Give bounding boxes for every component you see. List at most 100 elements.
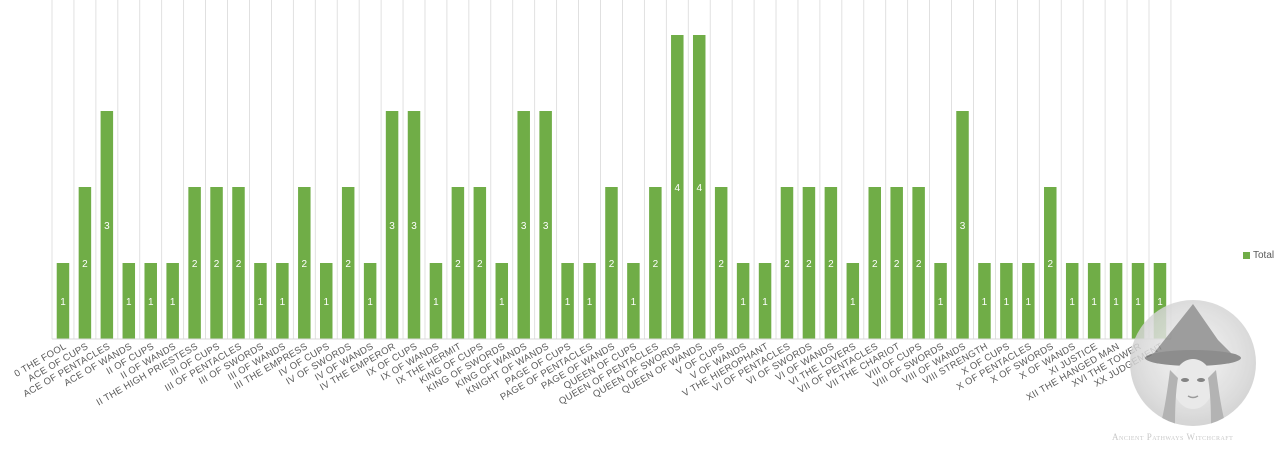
bar: [780, 187, 794, 339]
data-label: 1: [126, 297, 132, 308]
bar: [473, 187, 487, 339]
data-label: 1: [850, 297, 856, 308]
data-label: 1: [1135, 297, 1141, 308]
data-label: 3: [543, 221, 549, 232]
data-label: 2: [872, 259, 878, 270]
data-label: 3: [521, 221, 527, 232]
data-label: 2: [718, 259, 724, 270]
bar: [561, 263, 574, 339]
data-label: 4: [696, 183, 702, 194]
bar: [758, 263, 772, 339]
bar: [232, 187, 245, 339]
bar: [956, 111, 969, 339]
data-label: 1: [499, 297, 505, 308]
data-label: 2: [477, 259, 483, 270]
bar: [451, 187, 465, 339]
watermark-text: Ancient Pathways Witchcraft: [1112, 432, 1234, 442]
data-label: 3: [389, 221, 395, 232]
data-label: 1: [148, 297, 154, 308]
data-label: 2: [894, 259, 900, 270]
data-label: 3: [411, 221, 417, 232]
legend-label: Total: [1253, 250, 1275, 261]
bar: [978, 263, 991, 339]
data-label: 2: [784, 259, 790, 270]
bar: [671, 35, 684, 339]
data-label: 2: [916, 259, 922, 270]
bar: [692, 35, 706, 339]
bar: [1044, 187, 1057, 339]
bar: [912, 187, 925, 339]
data-label: 1: [740, 297, 746, 308]
bar: [1131, 263, 1145, 339]
bar: [122, 263, 136, 339]
data-label: 3: [104, 221, 110, 232]
data-label: 1: [367, 297, 373, 308]
bar: [363, 263, 377, 339]
data-label: 2: [806, 259, 812, 270]
bar: [824, 187, 838, 339]
bar: [1000, 263, 1013, 339]
bar: [341, 187, 355, 339]
data-labels: 1 2 3 1 1 1 2 2 2 1 1 2 1 2 1 3 3 1 2 2 1 3 3 1 1 2 1 2 4 4 2 1 1 2 2 2 1 2 2 2…: [60, 183, 1163, 308]
data-label: 1: [433, 297, 439, 308]
data-label: 2: [455, 259, 461, 270]
bar: [166, 263, 179, 339]
data-label: 1: [1004, 297, 1010, 308]
data-label: 2: [236, 259, 242, 270]
bar: [385, 111, 399, 339]
bar: [254, 263, 267, 339]
data-label: 4: [675, 183, 681, 194]
legend-swatch: [1243, 252, 1250, 259]
bar: [1065, 263, 1079, 339]
data-label: 1: [1069, 297, 1075, 308]
bar: [144, 263, 157, 339]
data-label: 1: [938, 297, 944, 308]
data-label: 1: [280, 297, 286, 308]
data-label: 1: [762, 297, 768, 308]
bar: [605, 187, 618, 339]
bar: [802, 187, 816, 339]
data-label: 2: [1047, 259, 1053, 270]
data-label: 1: [323, 297, 329, 308]
bar: [56, 263, 70, 339]
data-label: 2: [82, 259, 88, 270]
bar: [627, 263, 640, 339]
legend: Total: [1243, 250, 1274, 261]
bar: [1022, 263, 1035, 339]
data-label: 1: [1091, 297, 1097, 308]
data-label: 2: [828, 259, 834, 270]
gridlines: [51, 0, 1172, 339]
data-label: 1: [1157, 297, 1163, 308]
data-label: 1: [631, 297, 637, 308]
bar: [210, 187, 223, 339]
bar: [539, 111, 552, 339]
bar: [495, 263, 509, 339]
bar: [100, 111, 114, 339]
bar: [649, 187, 662, 339]
data-label: 2: [302, 259, 308, 270]
data-label: 2: [345, 259, 351, 270]
data-label: 1: [587, 297, 593, 308]
bar: [298, 187, 311, 339]
data-label: 1: [982, 297, 988, 308]
data-label: 2: [653, 259, 659, 270]
bar: [429, 263, 443, 339]
bar: [78, 187, 92, 339]
bar: [868, 187, 881, 339]
data-label: 2: [192, 259, 198, 270]
bar: [714, 187, 728, 339]
data-label: 3: [960, 221, 966, 232]
watermark-logo: [1130, 300, 1256, 426]
data-label: 1: [170, 297, 176, 308]
data-label: 1: [1026, 297, 1032, 308]
data-label: 1: [60, 297, 66, 308]
data-label: 2: [214, 259, 220, 270]
data-label: 1: [258, 297, 264, 308]
bars: [56, 35, 1167, 339]
bar: [1109, 263, 1123, 339]
bar: [188, 187, 201, 339]
data-label: 1: [1113, 297, 1119, 308]
bar: [846, 263, 860, 339]
